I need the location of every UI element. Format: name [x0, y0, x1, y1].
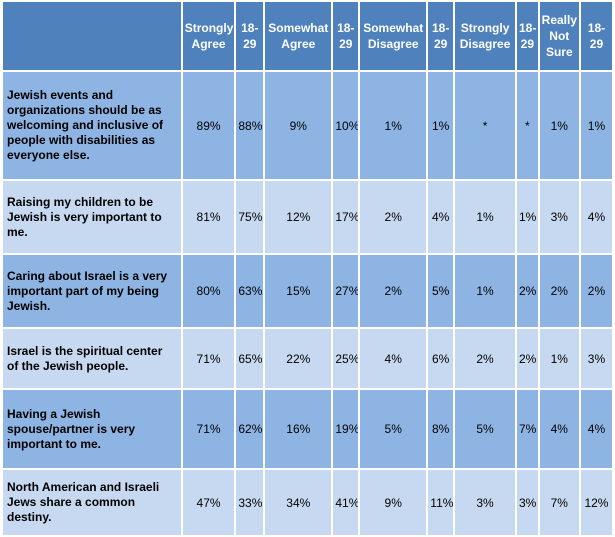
table-cell: 17% [333, 181, 359, 253]
table-cell: 1% [360, 72, 427, 179]
table-cell: 6% [428, 329, 454, 388]
table-cell: 2% [517, 255, 538, 327]
table-cell: 1% [455, 255, 515, 327]
table-row: Israel is the spiritual center of the Je… [3, 329, 612, 388]
table-cell: 1% [580, 72, 612, 179]
table-cell: 12% [265, 181, 332, 253]
table-cell: 15% [265, 255, 332, 327]
col-header-18-29: 18-29 [517, 2, 538, 70]
row-label: North American and Israeli Jews share a … [3, 470, 181, 535]
table-cell: 16% [265, 390, 332, 468]
table-cell: 3% [539, 181, 579, 253]
table-cell: 80% [182, 255, 235, 327]
header-corner [3, 2, 181, 70]
col-header-really-not-sure: Really Not Sure [539, 2, 579, 70]
table-cell: 5% [428, 255, 454, 327]
table-row: North American and Israeli Jews share a … [3, 470, 612, 535]
table-row: Caring about Israel is a very important … [3, 255, 612, 327]
table-cell: 2% [360, 181, 427, 253]
table-cell: 2% [517, 329, 538, 388]
table-cell: 63% [236, 255, 264, 327]
table-cell: 2% [580, 255, 612, 327]
table-cell: 1% [539, 329, 579, 388]
header-row: Strongly Agree 18-29 Somewhat Agree 18-2… [3, 2, 612, 70]
table-cell: 25% [333, 329, 359, 388]
table-cell: 9% [360, 470, 427, 535]
table-cell: 34% [265, 470, 332, 535]
table-cell: 47% [182, 470, 235, 535]
table-cell: 10% [333, 72, 359, 179]
col-header-somewhat-agree: Somewhat Agree [265, 2, 332, 70]
table-cell: 4% [580, 390, 612, 468]
col-header-18-29: 18-29 [333, 2, 359, 70]
table-cell: * [517, 72, 538, 179]
table-cell: 12% [580, 470, 612, 535]
col-header-18-29: 18-29 [236, 2, 264, 70]
table-cell: 19% [333, 390, 359, 468]
table-cell: 2% [455, 329, 515, 388]
table-row: Having a Jewish spouse/partner is very i… [3, 390, 612, 468]
table-cell: 1% [539, 72, 579, 179]
table-cell: 3% [455, 470, 515, 535]
row-label: Caring about Israel is a very important … [3, 255, 181, 327]
table-cell: 71% [182, 390, 235, 468]
table-cell: 75% [236, 181, 264, 253]
table-cell: 62% [236, 390, 264, 468]
table-cell: 7% [517, 390, 538, 468]
col-header-strongly-agree: Strongly Agree [182, 2, 235, 70]
table-cell: 33% [236, 470, 264, 535]
table-cell: 88% [236, 72, 264, 179]
table-cell: 41% [333, 470, 359, 535]
table-cell: 5% [360, 390, 427, 468]
col-header-18-29: 18-29 [428, 2, 454, 70]
table-body: Jewish events and organizations should b… [3, 72, 612, 535]
table-cell: 1% [517, 181, 538, 253]
table-row: Raising my children to be Jewish is very… [3, 181, 612, 253]
table-cell: 7% [539, 470, 579, 535]
table-cell: 65% [236, 329, 264, 388]
table-cell: 11% [428, 470, 454, 535]
row-label: Raising my children to be Jewish is very… [3, 181, 181, 253]
row-label: Israel is the spiritual center of the Je… [3, 329, 181, 388]
col-header-somewhat-disagree: Somewhat Disagree [360, 2, 427, 70]
table-cell: 81% [182, 181, 235, 253]
table-cell: 9% [265, 72, 332, 179]
table-cell: 4% [580, 181, 612, 253]
row-label: Jewish events and organizations should b… [3, 72, 181, 179]
table-cell: 71% [182, 329, 235, 388]
table-cell: 27% [333, 255, 359, 327]
table-row: Jewish events and organizations should b… [3, 72, 612, 179]
table-cell: 1% [455, 181, 515, 253]
col-header-strongly-disagree: Strongly Disagree [455, 2, 515, 70]
table-cell: * [455, 72, 515, 179]
table-cell: 4% [539, 390, 579, 468]
table-cell: 3% [580, 329, 612, 388]
row-label: Having a Jewish spouse/partner is very i… [3, 390, 181, 468]
table-cell: 5% [455, 390, 515, 468]
table-cell: 2% [360, 255, 427, 327]
table-cell: 22% [265, 329, 332, 388]
table-cell: 3% [517, 470, 538, 535]
table-cell: 8% [428, 390, 454, 468]
table-cell: 4% [428, 181, 454, 253]
col-header-18-29: 18-29 [580, 2, 612, 70]
table-cell: 1% [428, 72, 454, 179]
table-cell: 89% [182, 72, 235, 179]
table-cell: 2% [539, 255, 579, 327]
table-header: Strongly Agree 18-29 Somewhat Agree 18-2… [3, 2, 612, 70]
table-cell: 4% [360, 329, 427, 388]
